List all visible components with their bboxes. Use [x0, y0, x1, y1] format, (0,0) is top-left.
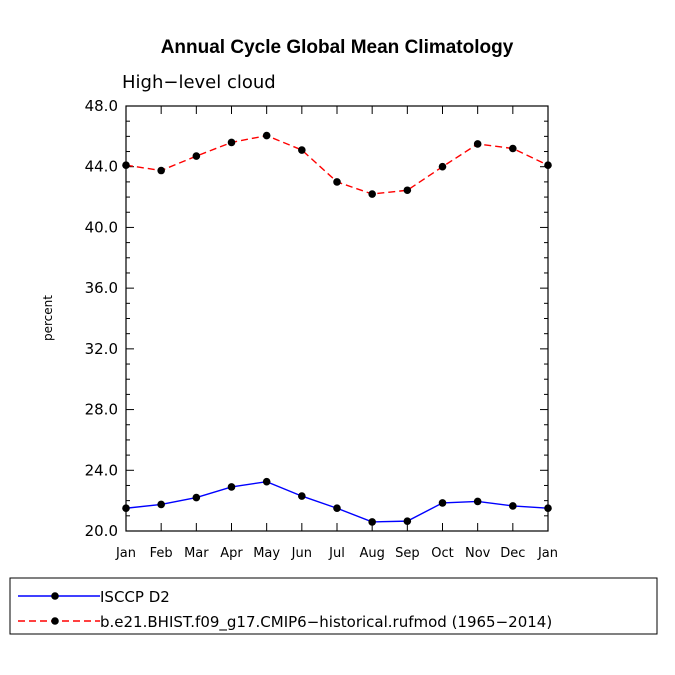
- series-2-point: [473, 140, 482, 148]
- series-2-point: [438, 162, 447, 171]
- y-tick-label: 36.0: [85, 279, 118, 297]
- series-2-point: [227, 138, 236, 147]
- series-group: [122, 131, 552, 526]
- x-tick-label: Nov: [465, 546, 491, 561]
- y-tick-label: 40.0: [85, 218, 118, 236]
- y-tick-label: 20.0: [85, 522, 118, 540]
- series-2-point: [192, 152, 201, 160]
- series-2-point: [122, 161, 130, 169]
- series-1-point: [157, 500, 165, 509]
- y-tick-label: 48.0: [85, 97, 118, 115]
- series-1-point: [333, 504, 341, 513]
- legend-group: ISCCP D2 b.e21.BHIST.f09_g17.CMIP6−histor…: [18, 588, 552, 632]
- x-tick-label: Oct: [431, 546, 453, 561]
- series-2-point: [157, 166, 165, 175]
- series-1-point: [509, 502, 517, 510]
- x-tick-label: Aug: [359, 546, 384, 561]
- series-2-point: [368, 190, 376, 198]
- series-1-point: [403, 517, 412, 525]
- series-2-point: [298, 146, 306, 154]
- x-tick-label: Jan: [537, 546, 558, 561]
- legend-label-1: ISCCP D2: [100, 588, 170, 606]
- legend-label-2: b.e21.BHIST.f09_g17.CMIP6−historical.ruf…: [100, 613, 552, 632]
- series-1-point: [473, 497, 482, 506]
- y-axis-label: percent: [41, 295, 55, 341]
- x-tick-label: Jul: [328, 546, 345, 561]
- series-1-point: [122, 504, 130, 513]
- legend-marker-1: [51, 592, 59, 600]
- y-tick-label: 44.0: [85, 158, 118, 176]
- x-tick-label: May: [253, 546, 280, 561]
- series-line-1: [125, 480, 549, 523]
- legend-box: [9, 577, 658, 635]
- y-tick-label: 24.0: [85, 461, 118, 479]
- series-2-point: [403, 186, 412, 195]
- y-tick-label: 32.0: [85, 340, 118, 358]
- axes-group: 20.0 24.0 28.0 32.0 36.0 40.0 44.0 48.0 Jan Feb Ma…: [85, 97, 558, 561]
- series-2-point: [509, 144, 517, 153]
- chart-title: Annual Cycle Global Mean Climatology: [161, 37, 514, 58]
- series-1-point: [298, 492, 306, 500]
- series-1-point: [544, 504, 552, 513]
- series-2-point: [544, 161, 552, 169]
- series-1-point: [262, 477, 271, 486]
- plot-frame: [125, 105, 549, 532]
- legend-marker-2: [51, 617, 59, 625]
- y-tick-label: 28.0: [85, 401, 118, 419]
- series-1-point: [368, 518, 376, 526]
- x-tick-label: Jan: [115, 546, 136, 561]
- x-tick-label: Jun: [291, 546, 312, 561]
- series-2-point: [333, 178, 341, 186]
- x-tick-label: Feb: [150, 546, 173, 561]
- x-tick-label: Dec: [500, 546, 525, 561]
- series-1-point: [192, 493, 201, 502]
- x-tick-label: Mar: [184, 546, 209, 561]
- chart-subtitle: High−level cloud: [122, 72, 276, 93]
- series-1-point: [227, 483, 236, 491]
- series-1-point: [438, 499, 447, 507]
- x-tick-label: Sep: [395, 546, 420, 561]
- x-tick-label: Apr: [220, 546, 243, 561]
- series-2-point: [262, 131, 271, 140]
